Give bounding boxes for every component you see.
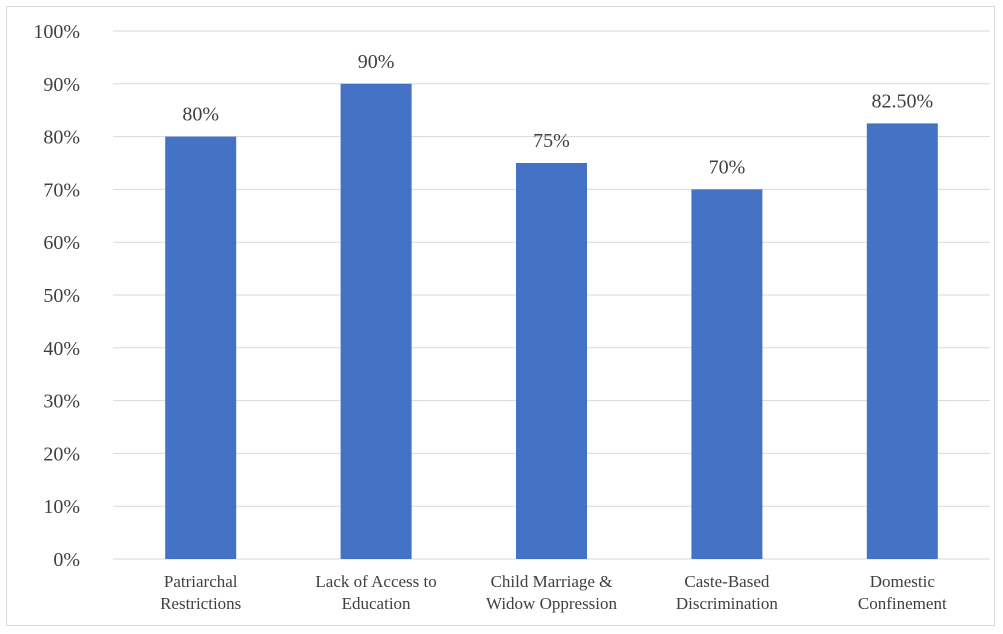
x-category-label: Patriarchal Restrictions: [160, 572, 241, 613]
x-category-label: Caste-Based Discrimination: [676, 572, 778, 613]
data-label: 82.50%: [871, 90, 933, 112]
x-category-label: Domestic Confinement: [858, 572, 947, 613]
y-tick-label: 80%: [43, 127, 80, 149]
y-tick-label: 10%: [43, 496, 80, 518]
x-axis-category-labels: Patriarchal Restrictions Lack of Access to…: [160, 572, 947, 613]
y-tick-label: 40%: [43, 338, 80, 360]
data-label: 70%: [709, 156, 746, 178]
bar: [691, 189, 763, 559]
y-tick-label: 20%: [43, 443, 80, 465]
data-labels: 80% 90% 75% 70% 82.50%: [182, 51, 933, 179]
y-tick-label: 50%: [43, 285, 80, 307]
data-label: 80%: [182, 104, 219, 126]
x-category-label: Lack of Access to Education: [315, 572, 436, 613]
y-tick-label: 90%: [43, 74, 80, 96]
y-tick-label: 30%: [43, 391, 80, 413]
bars: [165, 83, 938, 560]
bar: [340, 83, 412, 560]
data-label: 90%: [358, 51, 395, 73]
bar: [165, 136, 237, 559]
y-tick-label: 0%: [53, 549, 80, 571]
bar: [516, 163, 587, 559]
data-label: 75%: [533, 130, 570, 152]
y-axis-tick-labels: 0% 10% 20% 30% 40% 50% 60% 70% 80% 90% 100%: [33, 21, 80, 571]
y-tick-label: 60%: [43, 232, 80, 254]
x-category-label: Child Marriage & Widow Oppression: [486, 572, 618, 613]
y-tick-label: 100%: [33, 21, 80, 43]
bar: [866, 123, 938, 560]
y-tick-label: 70%: [43, 179, 80, 201]
gridlines: [113, 30, 990, 560]
